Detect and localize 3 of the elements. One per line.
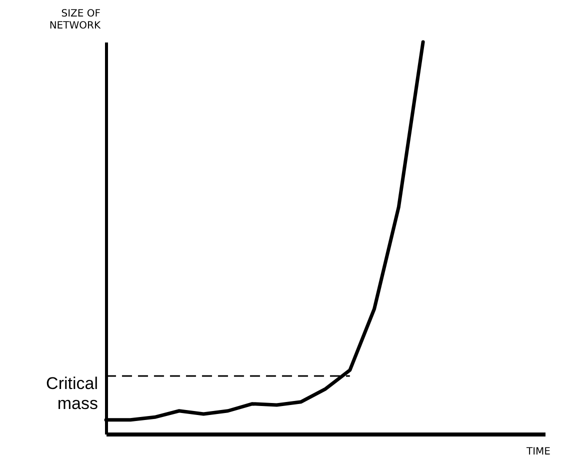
x-axis-title: TIME [525, 446, 550, 458]
ref-line-label: Critical mass [46, 374, 98, 413]
y-axis-title: SIZE OF NETWORK [49, 8, 101, 32]
